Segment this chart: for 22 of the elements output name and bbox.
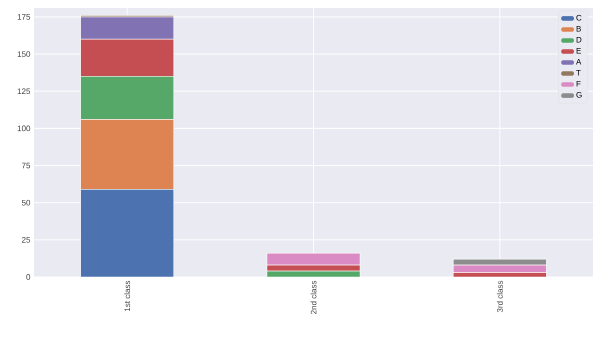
bar bbox=[266, 252, 360, 266]
y-tick-label: 0 bbox=[26, 274, 30, 280]
legend-label: D bbox=[576, 36, 582, 42]
legend-label: F bbox=[576, 80, 581, 86]
x-tick-label: 1st class bbox=[124, 280, 130, 312]
y-tick-label: 125 bbox=[18, 88, 30, 94]
y-tick-label: 175 bbox=[18, 14, 30, 20]
x-tick-label: 3rd class bbox=[496, 280, 503, 312]
y-tick-label: 25 bbox=[22, 237, 30, 243]
bar bbox=[80, 38, 174, 77]
legend-label: B bbox=[576, 26, 581, 32]
y-tick-label: 50 bbox=[22, 200, 30, 206]
y-tick-label: 150 bbox=[18, 51, 30, 57]
legend-label: G bbox=[576, 92, 582, 98]
x-tick-label: 2nd class bbox=[310, 280, 316, 314]
y-tick-label: 75 bbox=[22, 162, 30, 168]
legend-label: E bbox=[576, 48, 581, 54]
legend-label: C bbox=[576, 14, 582, 21]
bar bbox=[80, 76, 174, 120]
y-tick-label: 100 bbox=[18, 126, 30, 132]
legend-label: T bbox=[576, 70, 581, 76]
legend-label: A bbox=[576, 58, 582, 64]
